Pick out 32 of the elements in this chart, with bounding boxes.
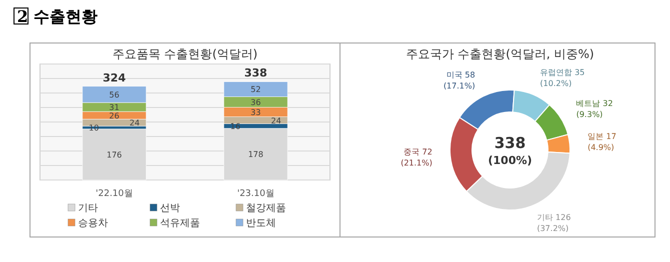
legend-label: 기타	[78, 203, 98, 214]
data-label: 24	[271, 116, 282, 126]
chart-title: 주요품목 수출현황(억달러)	[112, 47, 258, 61]
data-label: 56	[109, 90, 120, 100]
data-label: 178	[248, 150, 264, 160]
slice-label: 베트남 32 (9.3%)	[576, 98, 613, 119]
slice-label: 일본 17 (4.9%)	[588, 132, 616, 152]
slice-label: 미국 58 (17.1%)	[443, 70, 476, 90]
chart-title: 주요국가 수출현황(억달러, 비중%)	[406, 47, 594, 61]
text: 338	[494, 134, 526, 152]
legend-label: 선박	[160, 203, 180, 214]
slice-label: 기타 126 (37.2%)	[536, 213, 571, 234]
data-label: 26	[109, 111, 120, 120]
total-label: 338	[244, 66, 268, 80]
total-label: 324	[102, 71, 126, 84]
slice-label: 중국 72 (21.1%)	[400, 147, 432, 168]
legend-label: 철강제품	[246, 203, 286, 214]
x-tick-label: '23.10월	[237, 189, 274, 199]
data-label: 24	[130, 118, 140, 128]
legend-label: 승용차	[78, 218, 108, 229]
legend-label: 반도체	[246, 218, 276, 229]
data-label: 31	[109, 103, 120, 112]
x-tick-label: '22.10월	[96, 189, 133, 199]
data-label: 52	[250, 85, 261, 94]
data-label: 36	[250, 98, 261, 107]
data-label: 33	[250, 108, 261, 117]
slice-label: 유럽연합 35 (10.2%)	[540, 68, 585, 88]
text: (100%)	[488, 154, 532, 167]
data-label: 10	[88, 124, 99, 133]
data-label: 176	[106, 150, 122, 160]
text: 2 수출현황	[17, 7, 98, 26]
legend-label: 석유제품	[160, 218, 200, 229]
